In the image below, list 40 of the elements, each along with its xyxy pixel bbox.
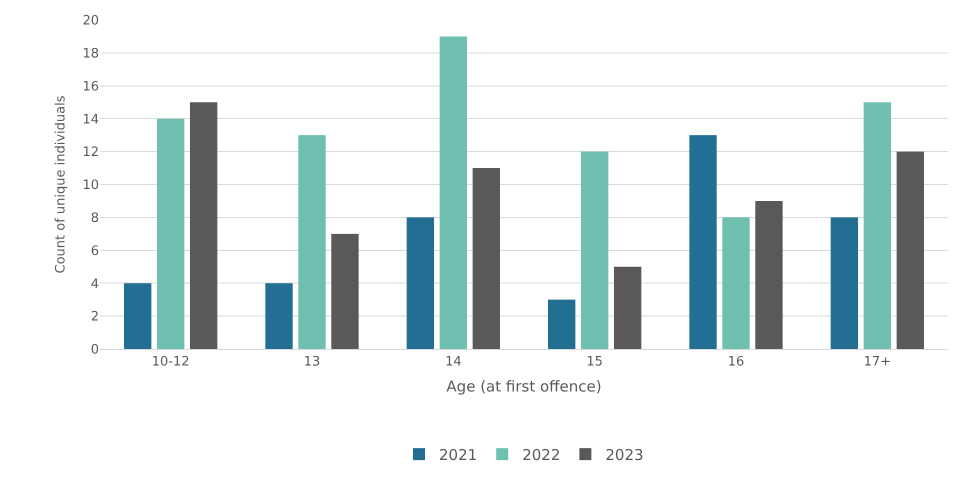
bar (614, 266, 642, 349)
x-tick-label: 14 (445, 354, 462, 370)
legend-label: 2021 (439, 446, 478, 464)
bar (864, 102, 892, 349)
legend-label: 2022 (522, 446, 560, 464)
bar (124, 283, 152, 349)
y-tick-label: 18 (82, 46, 99, 62)
x-axis-title: Age (at first offence) (446, 378, 602, 396)
x-tick-label: 10-12 (152, 354, 190, 370)
bar (331, 234, 359, 349)
y-tick-label: 6 (90, 244, 99, 259)
y-tick-label: 20 (82, 14, 99, 29)
bar (580, 152, 608, 349)
y-tick-label: 0 (90, 342, 99, 358)
legend-label: 2023 (605, 446, 644, 464)
bar (722, 217, 750, 349)
y-tick-label: 2 (90, 310, 99, 325)
bar (755, 200, 783, 349)
y-tick-label: 12 (82, 145, 99, 160)
y-tick-label: 14 (82, 112, 99, 128)
bar (440, 36, 468, 349)
bar (472, 168, 500, 349)
bar (156, 118, 184, 349)
x-tick-label: 16 (728, 354, 744, 370)
x-tick-label: 17+ (864, 354, 892, 370)
bar (406, 217, 434, 349)
x-tick-label: 13 (304, 354, 320, 370)
bar (298, 135, 326, 349)
y-axis-title: Count of unique individuals (53, 95, 68, 274)
bar (190, 102, 218, 349)
y-tick-label: 16 (82, 79, 99, 94)
y-tick-label: 4 (90, 276, 99, 292)
bar (689, 135, 717, 349)
x-tick-label: 15 (586, 354, 603, 370)
bar (896, 152, 924, 349)
y-tick-label: 10 (82, 178, 99, 194)
bar (265, 283, 293, 349)
y-tick-label: 8 (90, 210, 99, 226)
bar (548, 300, 576, 349)
bar (830, 217, 858, 349)
